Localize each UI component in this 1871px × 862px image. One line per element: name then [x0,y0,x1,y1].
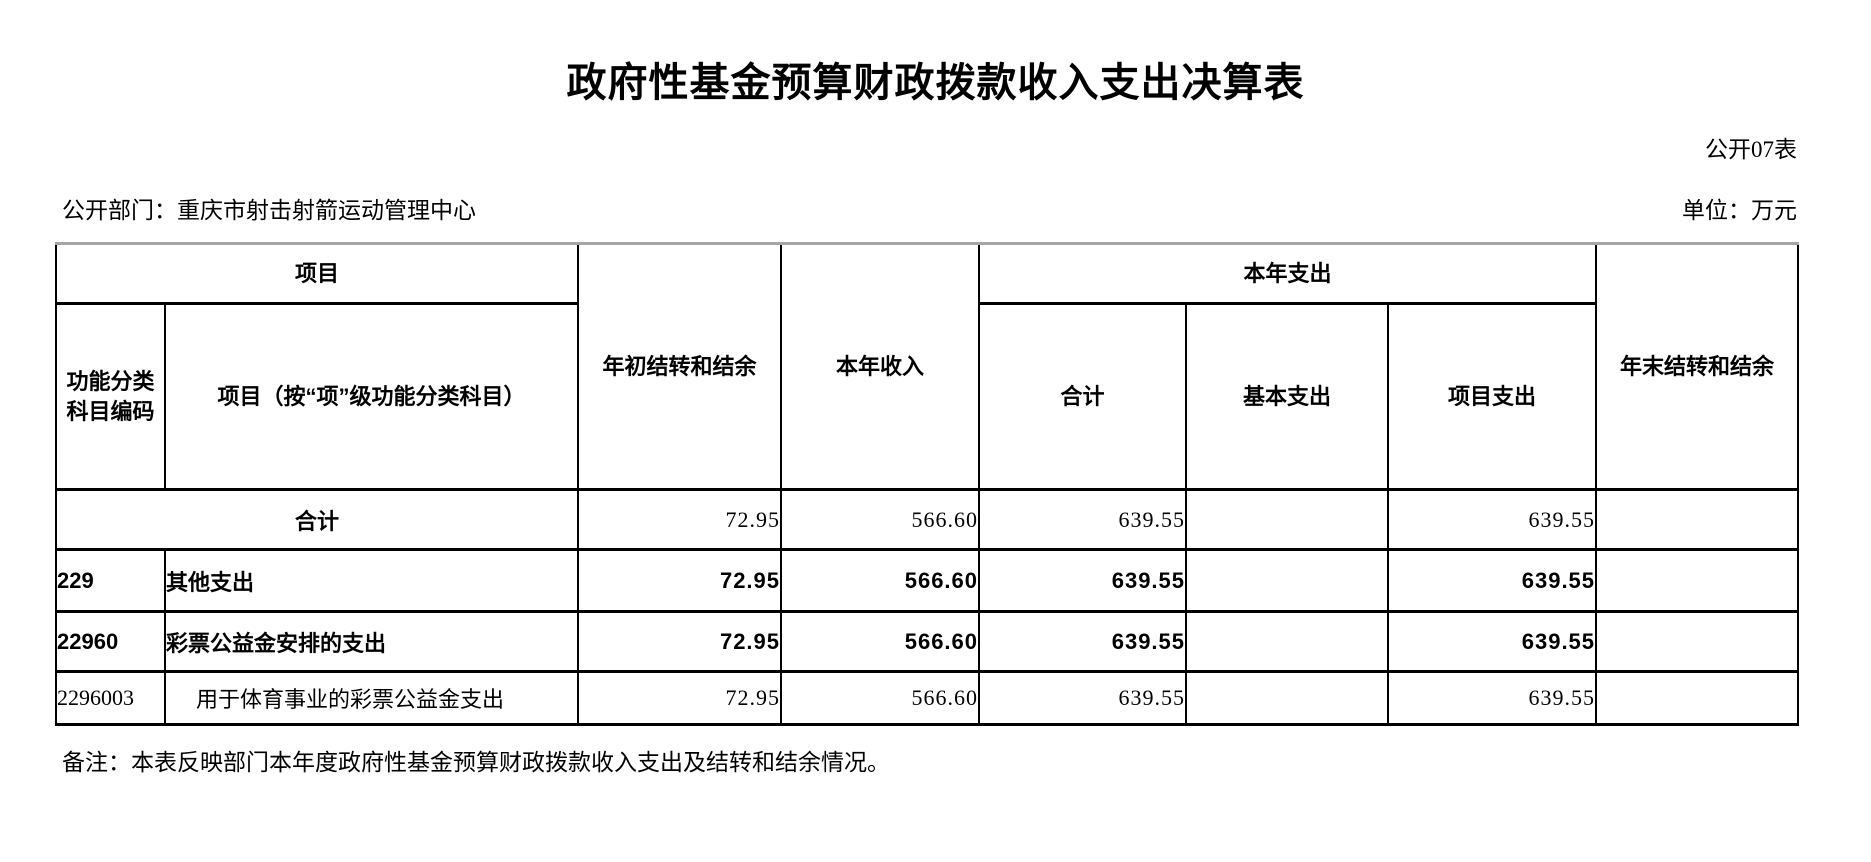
header-function-code-text: 功能分类科目编码 [66,368,155,424]
header-opening-balance: 年初结转和结余 [577,242,783,491]
cell-exp-total: 639.55 [978,488,1188,551]
note-label: 备注：本表反映部门本年度政府性基金预算财政拨款收入支出及结转和结余情况。 [62,750,890,775]
cell-exp-project: 639.55 [1387,670,1598,726]
table-row: 2296003 用于体育事业的彩票公益金支出 72.95 566.60 639.… [55,670,1800,726]
header-expenditure-group: 本年支出 [978,242,1598,305]
header-project-item: 项目（按“项”级功能分类科目） [163,302,580,491]
cell-closing-balance [1595,610,1800,673]
cell-opening-balance: 72.95 [577,548,783,613]
cell-code: 22960 [55,610,166,673]
header-closing-balance: 年末结转和结余 [1595,242,1800,491]
cell-project-name: 用于体育事业的彩票公益金支出 [163,670,580,726]
cell-exp-total: 639.55 [978,610,1188,673]
header-exp-basic: 基本支出 [1185,302,1390,491]
header-exp-project: 项目支出 [1387,302,1598,491]
cell-closing-balance [1595,670,1800,726]
unit-label: 单位：万元 [1682,198,1797,223]
header-function-code: 功能分类科目编码 [55,302,166,491]
cell-current-income: 566.60 [780,610,981,673]
cell-exp-project: 639.55 [1387,610,1598,673]
cell-current-income: 566.60 [780,548,981,613]
cell-opening-balance: 72.95 [577,488,783,551]
cell-exp-basic [1185,488,1390,551]
header-exp-total: 合计 [978,302,1188,491]
cell-project-name: 其他支出 [163,548,580,613]
cell-opening-balance: 72.95 [577,670,783,726]
cell-exp-basic [1185,610,1390,673]
table-code-label: 公开07表 [1705,137,1797,162]
cell-current-income: 566.60 [780,488,981,551]
cell-current-income: 566.60 [780,670,981,726]
table-row: 229 其他支出 72.95 566.60 639.55 639.55 [55,548,1800,613]
budget-table: 项目 年初结转和结余 本年收入 本年支出 年末结转和结余 功能分类科目编码 项目… [54,242,1800,726]
cell-exp-basic [1185,670,1390,726]
table-row: 22960 彩票公益金安排的支出 72.95 566.60 639.55 639… [55,610,1800,673]
header-project-group: 项目 [54,242,580,305]
cell-code: 2296003 [55,670,166,726]
cell-code: 229 [55,548,166,613]
cell-total-label: 合计 [54,488,580,551]
cell-opening-balance: 72.95 [577,610,783,673]
page-title: 政府性基金预算财政拨款收入支出决算表 [566,61,1305,105]
cell-exp-project: 639.55 [1387,548,1598,613]
cell-closing-balance [1595,488,1800,551]
cell-exp-total: 639.55 [978,670,1188,726]
cell-closing-balance [1595,548,1800,613]
table-row-total: 合计 72.95 566.60 639.55 639.55 [54,488,1800,551]
cell-exp-total: 639.55 [978,548,1188,613]
cell-project-name: 彩票公益金安排的支出 [163,610,580,673]
cell-exp-project: 639.55 [1387,488,1598,551]
cell-exp-basic [1185,548,1390,613]
header-current-income: 本年收入 [780,242,981,491]
department-label: 公开部门：重庆市射击射箭运动管理中心 [62,198,476,223]
